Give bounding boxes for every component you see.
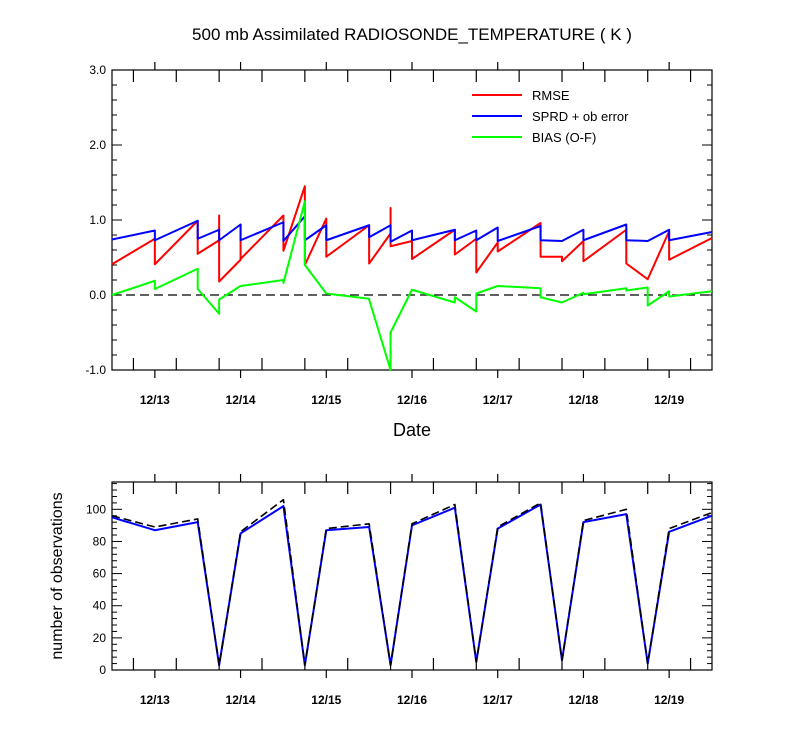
top-x-axis: 12/13 12/14 12/15 12/16 12/17 12/18 12/19 [132,62,692,407]
y-tick-label: 20 [93,631,107,645]
x-tick-label: 12/17 [483,693,513,707]
y-axis-label-observations: number of observations [49,492,66,659]
x-tick-label: 12/19 [654,393,684,407]
x-tick-label: 12/14 [226,393,256,407]
x-tick-label: 12/19 [654,693,684,707]
x-tick-label: 12/18 [568,693,598,707]
y-tick-label: 40 [93,599,107,613]
y-tick-label: 3.0 [89,63,106,77]
series-line-assimilated [111,503,713,667]
y-tick-label: -1.0 [85,363,106,377]
y-tick-label: 80 [93,534,107,548]
x-tick-label: 12/16 [397,693,427,707]
top-chart-panel: 500 mb Assimilated RADIOSONDE_TEMPERATUR… [85,25,713,440]
x-tick-label: 12/16 [397,393,427,407]
x-tick-label: 12/14 [226,693,256,707]
y-tick-label: 2.0 [89,138,106,152]
bottom-y-axis: 0 20 40 60 80 100 [86,483,712,677]
series-line-sprd-ob-error [111,215,713,243]
y-tick-label: 0.0 [89,288,106,302]
series-line-bias-o-f [111,200,713,371]
chart-title: 500 mb Assimilated RADIOSONDE_TEMPERATUR… [192,25,632,44]
x-tick-label: 12/13 [140,393,170,407]
bottom-series-group [111,498,713,667]
x-tick-label: 12/17 [483,393,513,407]
bottom-x-axis: 12/13 12/14 12/15 12/16 12/17 12/18 12/19 [132,474,692,707]
y-tick-label: 60 [93,567,107,581]
series-line-possible [111,498,713,666]
y-tick-label: 100 [86,502,106,516]
y-tick-label: 1.0 [89,213,106,227]
legend-label: SPRD + ob error [532,109,629,124]
x-axis-label: Date [393,420,431,440]
y-tick-label: 0 [99,663,106,677]
x-tick-label: 12/15 [311,393,341,407]
legend-label: BIAS (O-F) [532,130,596,145]
x-tick-label: 12/15 [311,693,341,707]
legend: RMSE SPRD + ob error BIAS (O-F) [472,88,629,145]
legend-label: RMSE [532,88,570,103]
x-tick-label: 12/18 [568,393,598,407]
top-series-group [111,185,713,371]
x-tick-label: 12/13 [140,693,170,707]
